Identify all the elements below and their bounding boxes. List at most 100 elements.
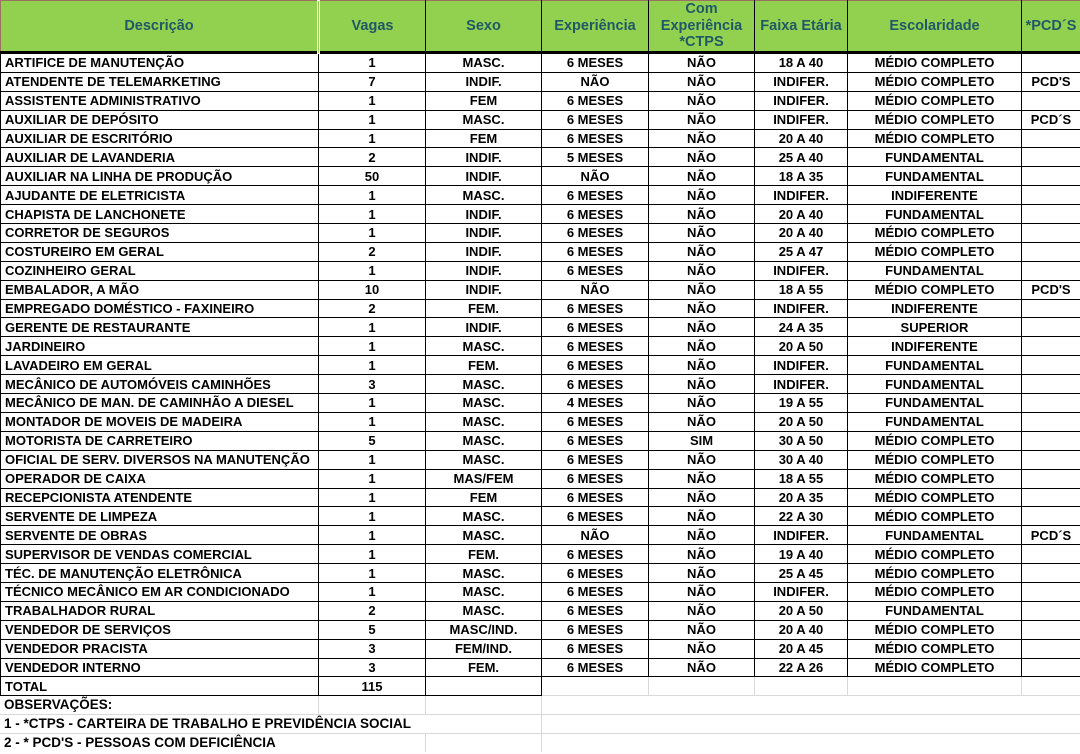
cell-experiencia: 6 MESES xyxy=(541,468,649,489)
cell-faixa-etaria: 20 A 40 xyxy=(754,204,848,225)
cell-experiencia: 6 MESES xyxy=(541,619,649,640)
cell-escolaridade: FUNDAMENTAL xyxy=(847,147,1022,168)
cell-experiencia: 6 MESES xyxy=(541,600,649,621)
cell-faixa-etaria: 20 A 40 xyxy=(754,619,848,640)
cell-com-experiencia-ctps: NÃO xyxy=(648,411,755,432)
cell-descricao: AJUDANTE DE ELETRICISTA xyxy=(0,185,319,206)
cell-pcds xyxy=(1021,411,1080,432)
cell-sexo: FEM xyxy=(425,487,542,508)
cell-pcds xyxy=(1021,128,1080,149)
cell-com-experiencia-ctps: NÃO xyxy=(648,374,755,395)
cell-com-experiencia-ctps: NÃO xyxy=(648,336,755,357)
cell-escolaridade: SUPERIOR xyxy=(847,317,1022,338)
cell-com-experiencia-ctps: NÃO xyxy=(648,355,755,376)
cell-escolaridade: INDIFERENTE xyxy=(847,336,1022,357)
cell-vagas: 3 xyxy=(318,638,426,659)
cell-faixa-etaria: 20 A 40 xyxy=(754,128,848,149)
table-row: VENDEDOR PRACISTA 3 FEM/IND. 6 MESES NÃO… xyxy=(0,638,1080,659)
cell-descricao: EMPREGADO DOMÉSTICO - FAXINEIRO xyxy=(0,298,319,319)
cell-pcds xyxy=(1021,204,1080,225)
table-row: EMPREGADO DOMÉSTICO - FAXINEIRO 2 FEM. 6… xyxy=(0,298,1080,319)
cell-sexo: INDIF. xyxy=(425,260,542,281)
cell-descricao: AUXILIAR DE DEPÓSITO xyxy=(0,109,319,130)
cell-descricao: CHAPISTA DE LANCHONETE xyxy=(0,204,319,225)
gridline xyxy=(425,734,426,753)
cell-descricao: VENDEDOR INTERNO xyxy=(0,657,319,678)
cell-faixa-etaria: 18 A 40 xyxy=(754,52,848,73)
table-row: AUXILIAR DE DEPÓSITO 1 MASC. 6 MESES NÃO… xyxy=(0,109,1080,130)
cell-escolaridade: MÉDIO COMPLETO xyxy=(847,71,1022,92)
observation-item-row: 1 - *CTPS - CARTEIRA DE TRABALHO E PREVI… xyxy=(0,715,1080,735)
table-row: SERVENTE DE LIMPEZA 1 MASC. 6 MESES NÃO … xyxy=(0,506,1080,527)
cell-pcds: PCD´S xyxy=(1021,525,1080,546)
total-label-cell: TOTAL xyxy=(0,676,319,697)
cell-pcds xyxy=(1021,185,1080,206)
cell-descricao: COSTUREIRO EM GERAL xyxy=(0,241,319,262)
col-header-escolaridade: Escolaridade xyxy=(847,0,1022,55)
cell-vagas: 1 xyxy=(318,52,426,73)
cell-sexo: FEM/IND. xyxy=(425,638,542,659)
empty-cell xyxy=(847,676,1022,697)
cell-escolaridade: FUNDAMENTAL xyxy=(847,204,1022,225)
cell-faixa-etaria: 18 A 55 xyxy=(754,279,848,300)
cell-escolaridade: MÉDIO COMPLETO xyxy=(847,619,1022,640)
cell-experiencia: 4 MESES xyxy=(541,393,649,413)
cell-pcds xyxy=(1021,544,1080,565)
cell-faixa-etaria: INDIFER. xyxy=(754,374,848,395)
cell-sexo: MASC. xyxy=(425,109,542,130)
cell-pcds xyxy=(1021,506,1080,527)
cell-com-experiencia-ctps: NÃO xyxy=(648,71,755,92)
cell-escolaridade: FUNDAMENTAL xyxy=(847,260,1022,281)
cell-escolaridade: MÉDIO COMPLETO xyxy=(847,223,1022,243)
cell-vagas: 1 xyxy=(318,411,426,432)
table-row: OFICIAL DE SERV. DIVERSOS NA MANUTENÇÃO … xyxy=(0,449,1080,470)
cell-sexo: MAS/FEM xyxy=(425,468,542,489)
cell-descricao: VENDEDOR DE SERVIÇOS xyxy=(0,619,319,640)
observation-item-row: 2 - * PCD'S - PESSOAS COM DEFICIÊNCIA xyxy=(0,734,1080,753)
cell-faixa-etaria: INDIFER. xyxy=(754,298,848,319)
cell-experiencia: 6 MESES xyxy=(541,411,649,432)
cell-escolaridade: MÉDIO COMPLETO xyxy=(847,241,1022,262)
vacancies-table: Descrição Vagas Sexo Experiência Com Exp… xyxy=(0,0,1080,697)
cell-faixa-etaria: 18 A 55 xyxy=(754,468,848,489)
table-row: ARTIFICE DE MANUTENÇÃO 1 MASC. 6 MESES N… xyxy=(0,52,1080,73)
cell-descricao: TÉC. DE MANUTENÇÃO ELETRÔNICA xyxy=(0,563,319,583)
cell-experiencia: 6 MESES xyxy=(541,260,649,281)
cell-pcds xyxy=(1021,619,1080,640)
col-header-faixa-etaria: Faixa Etária xyxy=(754,0,848,55)
cell-sexo: MASC/IND. xyxy=(425,619,542,640)
cell-vagas: 1 xyxy=(318,563,426,583)
cell-descricao: OFICIAL DE SERV. DIVERSOS NA MANUTENÇÃO xyxy=(0,449,319,470)
cell-pcds xyxy=(1021,468,1080,489)
cell-experiencia: NÃO xyxy=(541,525,649,546)
cell-faixa-etaria: 25 A 40 xyxy=(754,147,848,168)
cell-descricao: JARDINEIRO xyxy=(0,336,319,357)
cell-escolaridade: MÉDIO COMPLETO xyxy=(847,506,1022,527)
cell-vagas: 1 xyxy=(318,128,426,149)
table-row: RECEPCIONISTA ATENDENTE 1 FEM 6 MESES NÃ… xyxy=(0,487,1080,508)
cell-experiencia: 6 MESES xyxy=(541,90,649,111)
cell-faixa-etaria: 30 A 40 xyxy=(754,449,848,470)
cell-descricao: AUXILIAR NA LINHA DE PRODUÇÃO xyxy=(0,166,319,187)
table-row: MECÂNICO DE AUTOMÓVEIS CAMINHÕES 3 MASC.… xyxy=(0,374,1080,395)
cell-sexo: FEM. xyxy=(425,355,542,376)
cell-com-experiencia-ctps: NÃO xyxy=(648,185,755,206)
cell-experiencia: 6 MESES xyxy=(541,52,649,73)
table-row: MECÂNICO DE MAN. DE CAMINHÃO A DIESEL 1 … xyxy=(0,393,1080,413)
cell-faixa-etaria: 19 A 40 xyxy=(754,544,848,565)
col-header-vagas: Vagas xyxy=(318,0,426,55)
cell-experiencia: 6 MESES xyxy=(541,563,649,583)
cell-pcds xyxy=(1021,241,1080,262)
cell-com-experiencia-ctps: NÃO xyxy=(648,487,755,508)
cell-sexo: MASC. xyxy=(425,374,542,395)
cell-faixa-etaria: 20 A 40 xyxy=(754,223,848,243)
cell-pcds xyxy=(1021,166,1080,187)
cell-pcds xyxy=(1021,260,1080,281)
cell-sexo: INDIF. xyxy=(425,71,542,92)
cell-escolaridade: MÉDIO COMPLETO xyxy=(847,109,1022,130)
cell-com-experiencia-ctps: NÃO xyxy=(648,298,755,319)
cell-com-experiencia-ctps: NÃO xyxy=(648,128,755,149)
cell-com-experiencia-ctps: NÃO xyxy=(648,600,755,621)
cell-sexo: INDIF. xyxy=(425,241,542,262)
